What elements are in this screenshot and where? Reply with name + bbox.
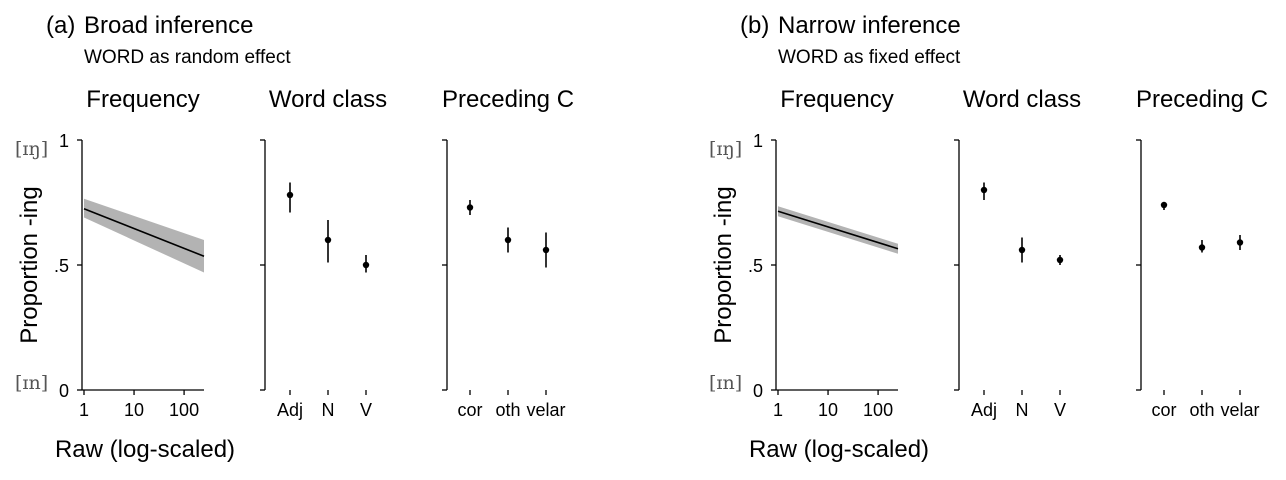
panel-title: Preceding C [1136,86,1268,113]
y-tick-label: .5 [54,256,69,276]
data-point [980,186,988,194]
x-tick-label: V [1054,400,1066,420]
x-tick-label: N [1016,400,1029,420]
x-tick-label: V [360,400,372,420]
panel-title: Preceding C [442,86,574,113]
figure-title: Narrow inference [778,12,961,39]
x-tick-label: 1 [773,400,783,420]
x-tick-label: oth [1189,400,1214,420]
y-axis-label: Proportion -ing [16,186,43,343]
panel-2: Preceding C cor oth velar [442,86,574,420]
data-point [504,236,512,244]
x-tick-label: Adj [971,400,997,420]
x-tick-label: N [322,400,335,420]
panel-2: Preceding C cor oth velar [1136,86,1268,420]
x-tick-label: 10 [818,400,838,420]
figure-subtitle: WORD as fixed effect [778,47,961,68]
figure-subtitle: WORD as random effect [84,47,291,68]
panel-title: Frequency [780,86,893,113]
data-point [286,191,294,199]
figure-label: (b) [740,12,769,39]
y-extreme-bottom-label: [ɪn] [709,372,742,394]
y-tick-label: 1 [59,131,69,151]
y-axis-label: Proportion -ing [710,186,737,343]
panel-title: Frequency [86,86,199,113]
panel-0: Frequency 0 .5 1 1 10 100 Raw (log-scaled) [748,86,929,463]
panel-1: Word class Adj N V [260,86,387,420]
y-extreme-top-label: [ɪŋ] [15,138,48,160]
data-point [1056,256,1064,264]
x-tick-label: 100 [863,400,893,420]
x-tick-label: velar [1220,400,1259,420]
data-point [1198,244,1206,251]
data-point [466,204,474,211]
data-point [542,246,550,254]
y-extreme-bottom-label: [ɪn] [15,372,48,394]
y-extreme-top-label: [ɪŋ] [709,138,742,160]
data-point [324,236,332,244]
x-tick-label: Adj [277,400,303,420]
x-tick-label: 100 [169,400,199,420]
x-tick-label: 10 [124,400,144,420]
x-tick-label: oth [495,400,520,420]
x-tick-label: velar [526,400,565,420]
x-axis-label: Raw (log-scaled) [55,436,235,463]
y-tick-label: .5 [748,256,763,276]
y-tick-label: 1 [753,131,763,151]
panel-0: Frequency 0 .5 1 1 10 100 Raw (log-scaled) [54,86,235,463]
y-tick-label: 0 [753,381,763,401]
data-point [1236,239,1244,246]
data-point [362,261,370,269]
panel-title: Word class [963,86,1081,113]
x-tick-label: cor [1151,400,1176,420]
data-point [1018,246,1026,254]
figure-0: (a) Broad inference WORD as random effect P… [15,12,574,463]
confidence-ribbon [84,198,204,273]
y-tick-label: 0 [59,381,69,401]
x-tick-label: 1 [79,400,89,420]
regression-line [777,210,899,250]
figure-1: (b) Narrow inference WORD as fixed effect P… [709,12,1268,463]
x-tick-label: cor [457,400,482,420]
panel-title: Word class [269,86,387,113]
panel-1: Word class Adj N V [954,86,1081,420]
regression-line [83,208,205,257]
x-axis-label: Raw (log-scaled) [749,436,929,463]
figure-title: Broad inference [84,12,253,39]
data-point [1160,201,1168,209]
figure-label: (a) [46,12,75,39]
